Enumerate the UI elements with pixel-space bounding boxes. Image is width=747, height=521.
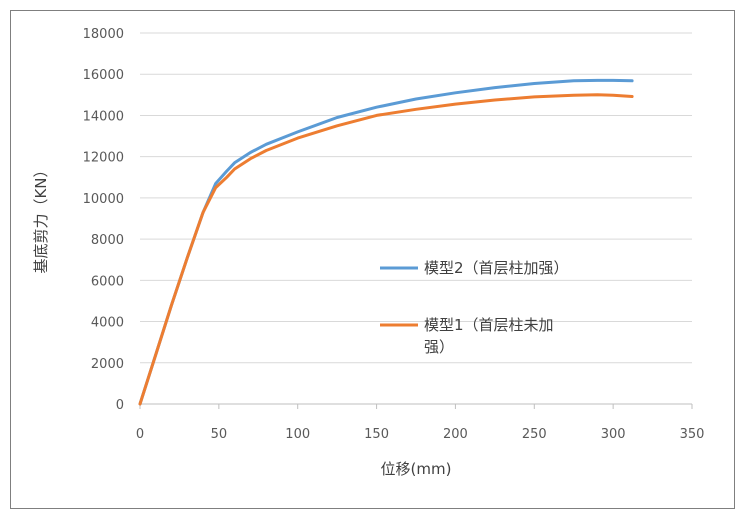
y-tick-label: 10000 [83,192,124,207]
y-tick-label: 6000 [91,274,124,289]
x-axis-title: 位移(mm) [381,460,452,478]
x-tick-label: 0 [136,427,144,442]
y-axis-title: 基底剪力（KN） [32,162,50,273]
x-tick-label: 150 [364,427,389,442]
y-tick-label: 18000 [83,27,124,42]
legend: 模型2（首层柱加强） 模型1（首层柱未加强） [380,259,569,356]
y-tick-label: 0 [116,398,124,413]
x-tick-label: 250 [522,427,547,442]
axes [139,403,693,409]
y-tick-labels: 0 2000 4000 6000 8000 10000 12000 14000 16000 180… [83,27,124,413]
x-tick-label: 350 [680,427,705,442]
legend-item-series-0: 模型2（首层柱加强） [380,259,569,277]
series-line-0 [138,78,634,406]
grid-lines [140,32,692,364]
series-lines [138,78,634,406]
y-tick-label: 16000 [83,68,124,83]
legend-item-series-1: 模型1（首层柱未加强） [380,316,554,356]
x-tick-labels: 0 50 100 150 200 250 300 350 [136,427,705,442]
x-tick-label: 50 [211,427,228,442]
y-tick-label: 14000 [83,109,124,124]
y-tick-label: 4000 [91,316,124,331]
series-line-1 [138,93,634,406]
legend-label-series-1: 模型1（首层柱未加强） [424,316,554,356]
y-tick-label: 12000 [83,151,124,166]
y-tick-label: 2000 [91,357,124,372]
x-tick-label: 300 [601,427,626,442]
y-tick-label: 8000 [91,233,124,248]
chart-frame [10,10,735,509]
x-tick-label: 200 [443,427,468,442]
x-tick-label: 100 [285,427,310,442]
legend-label-series-0: 模型2（首层柱加强） [424,259,569,277]
